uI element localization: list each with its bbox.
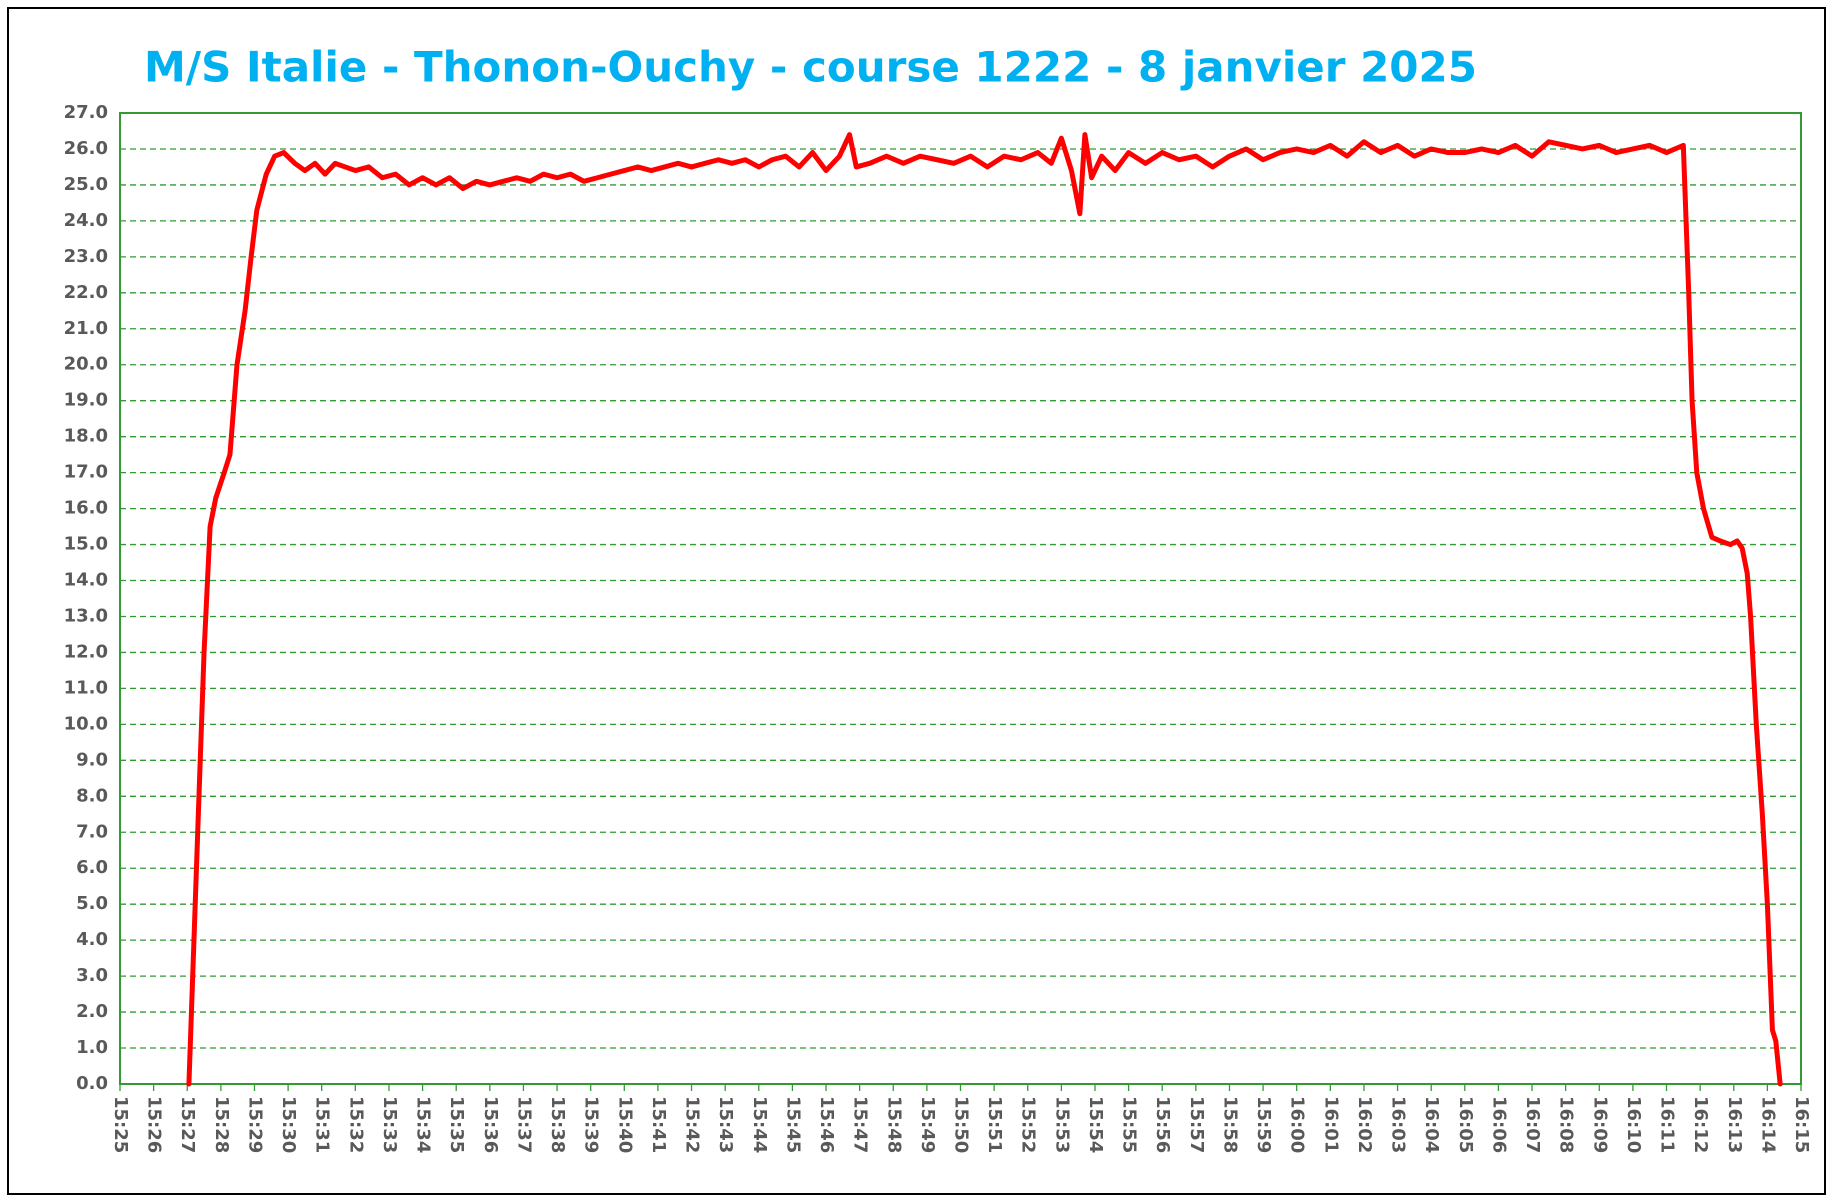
x-tick-label: 15:40 xyxy=(614,1096,635,1153)
x-tick-label: 15:33 xyxy=(379,1096,400,1153)
y-tick-label: 0.0 xyxy=(76,1073,108,1094)
x-tick-label: 15:58 xyxy=(1219,1096,1240,1153)
y-tick-label: 8.0 xyxy=(76,785,108,806)
plot-border xyxy=(119,112,1802,1085)
y-tick-label: 24.0 xyxy=(64,210,108,231)
x-tick-label: 15:50 xyxy=(951,1096,972,1153)
x-tick-label: 15:53 xyxy=(1051,1096,1072,1153)
x-tick-label: 15:41 xyxy=(648,1096,669,1153)
x-tick-label: 15:43 xyxy=(715,1096,736,1153)
x-tick-label: 16:15 xyxy=(1791,1096,1812,1153)
x-tick-label: 15:35 xyxy=(446,1096,467,1153)
x-tick-label: 16:02 xyxy=(1354,1096,1375,1153)
x-tick-label: 15:39 xyxy=(581,1096,602,1153)
x-tick-label: 16:00 xyxy=(1287,1096,1308,1153)
x-tick-label: 16:13 xyxy=(1724,1096,1745,1153)
x-tick-label: 16:09 xyxy=(1589,1096,1610,1153)
x-tick-label: 16:07 xyxy=(1522,1096,1543,1153)
x-tick-label: 16:08 xyxy=(1556,1096,1577,1153)
y-tick-label: 2.0 xyxy=(76,1001,108,1022)
x-tick-label: 15:57 xyxy=(1186,1096,1207,1153)
x-tick-label: 15:56 xyxy=(1152,1096,1173,1153)
chart-title: M/S Italie - Thonon-Ouchy - course 1222 … xyxy=(144,43,1477,92)
y-tick-label: 26.0 xyxy=(64,138,108,159)
y-tick-label: 9.0 xyxy=(76,749,108,770)
data-line xyxy=(186,132,1783,1087)
x-tick-label: 15:27 xyxy=(177,1096,198,1153)
y-tick-label: 15.0 xyxy=(64,534,108,555)
y-tick-label: 12.0 xyxy=(64,641,108,662)
y-tick-label: 11.0 xyxy=(64,677,108,698)
x-tick-label: 15:42 xyxy=(682,1096,703,1153)
y-tick-label: 4.0 xyxy=(76,929,108,950)
x-tick-label: 15:34 xyxy=(413,1096,434,1153)
x-tick-label: 15:28 xyxy=(211,1096,232,1153)
x-tick-label: 15:49 xyxy=(917,1096,938,1153)
x-tick-label: 16:03 xyxy=(1388,1096,1409,1153)
x-tick-label: 15:31 xyxy=(312,1096,333,1153)
y-tick-label: 7.0 xyxy=(76,821,108,842)
x-tick-label: 15:37 xyxy=(513,1096,534,1153)
x-tick-label: 15:25 xyxy=(110,1096,131,1153)
y-tick-label: 22.0 xyxy=(64,282,108,303)
y-tick-label: 25.0 xyxy=(64,174,108,195)
x-tick-label: 15:36 xyxy=(480,1096,501,1153)
y-tick-label: 5.0 xyxy=(76,893,108,914)
x-tick-label: 16:14 xyxy=(1757,1096,1778,1153)
x-tick-label: 15:47 xyxy=(850,1096,871,1153)
x-tick-label: 15:32 xyxy=(345,1096,366,1153)
x-tick-label: 16:06 xyxy=(1488,1096,1509,1153)
y-tick-label: 3.0 xyxy=(76,965,108,986)
chart-frame xyxy=(7,7,1826,1195)
x-tick-label: 15:52 xyxy=(1018,1096,1039,1153)
x-tick-label: 16:01 xyxy=(1320,1096,1341,1153)
y-tick-label: 6.0 xyxy=(76,857,108,878)
y-tick-label: 23.0 xyxy=(64,246,108,267)
y-tick-label: 16.0 xyxy=(64,498,108,519)
x-tick-label: 15:45 xyxy=(782,1096,803,1153)
x-tick-label: 15:54 xyxy=(1085,1096,1106,1153)
x-tick-label: 16:04 xyxy=(1421,1096,1442,1153)
y-tick-label: 17.0 xyxy=(64,462,108,483)
y-tick-label: 19.0 xyxy=(64,390,108,411)
x-tick-label: 16:11 xyxy=(1657,1096,1678,1153)
x-tick-label: 15:38 xyxy=(547,1096,568,1153)
x-tick-label: 15:59 xyxy=(1253,1096,1274,1153)
y-tick-label: 13.0 xyxy=(64,605,108,626)
y-tick-label: 10.0 xyxy=(64,713,108,734)
x-tick-label: 16:12 xyxy=(1690,1096,1711,1153)
x-tick-label: 15:48 xyxy=(883,1096,904,1153)
x-tick-label: 15:51 xyxy=(984,1096,1005,1153)
x-tick-label: 15:30 xyxy=(278,1096,299,1153)
x-tick-label: 15:46 xyxy=(816,1096,837,1153)
y-tick-label: 27.0 xyxy=(64,102,108,123)
y-tick-label: 18.0 xyxy=(64,426,108,447)
y-tick-label: 21.0 xyxy=(64,318,108,339)
x-tick-label: 16:10 xyxy=(1623,1096,1644,1153)
x-tick-label: 15:44 xyxy=(749,1096,770,1153)
y-tick-label: 20.0 xyxy=(64,354,108,375)
y-tick-label: 1.0 xyxy=(76,1037,108,1058)
x-tick-label: 16:05 xyxy=(1455,1096,1476,1153)
x-tick-label: 15:55 xyxy=(1119,1096,1140,1153)
y-tick-label: 14.0 xyxy=(64,570,108,591)
x-tick-label: 15:29 xyxy=(244,1096,265,1153)
x-tick-label: 15:26 xyxy=(144,1096,165,1153)
